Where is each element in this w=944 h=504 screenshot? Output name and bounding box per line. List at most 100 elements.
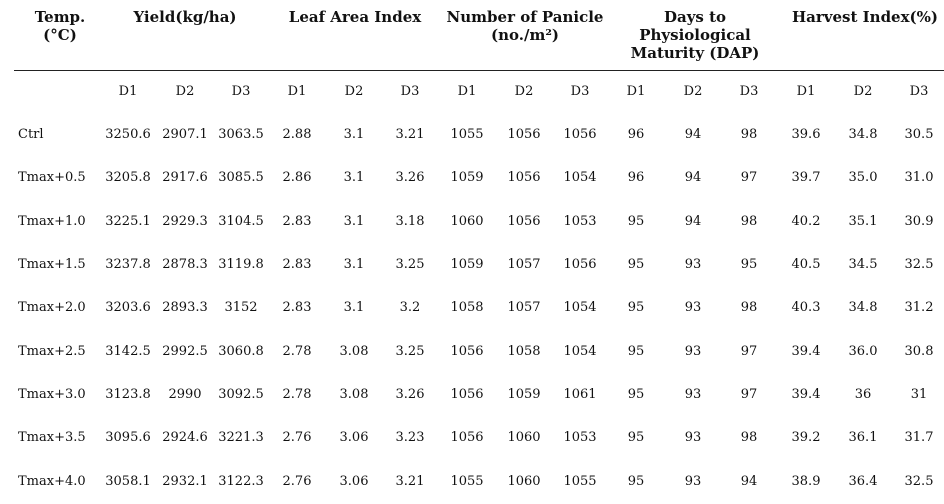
table-cell: 95	[719, 257, 779, 272]
table-cell: 3.26	[380, 387, 440, 402]
table-cell: 3142.5	[98, 344, 158, 359]
table-cell: 98	[719, 300, 779, 315]
header-days-line-1: Days to	[615, 8, 775, 26]
table-cell: 3.23	[380, 430, 440, 445]
table-cell: 3.1	[324, 170, 384, 185]
table-cell: 34.8	[833, 127, 893, 142]
subheader-d2-10: D2	[668, 84, 718, 99]
header-leaf-area-index: Leaf Area Index	[270, 8, 440, 26]
table-cell: 94	[663, 170, 723, 185]
table-cell: 1055	[550, 474, 610, 489]
table-cell: 1056	[437, 430, 497, 445]
subheader-d1-12: D1	[781, 84, 831, 99]
table-cell: 93	[663, 474, 723, 489]
table-cell: 40.3	[776, 300, 836, 315]
table-cell: 93	[663, 344, 723, 359]
table-cell: 31.0	[889, 170, 944, 185]
table-cell: 1054	[550, 300, 610, 315]
table-cell: 39.7	[776, 170, 836, 185]
table-cell: 3.08	[324, 387, 384, 402]
table-cell: 39.6	[776, 127, 836, 142]
table-cell: 95	[606, 257, 666, 272]
table-cell: 1056	[437, 387, 497, 402]
table-cell: 36.1	[833, 430, 893, 445]
subheader-d1-3: D1	[272, 84, 322, 99]
table-cell: 2.76	[267, 430, 327, 445]
table-cell: 3063.5	[211, 127, 271, 142]
table-cell: 31.2	[889, 300, 944, 315]
subheader-d1-0: D1	[103, 84, 153, 99]
table-cell: 30.8	[889, 344, 944, 359]
table-cell: 2992.5	[155, 344, 215, 359]
table-cell: 34.5	[833, 257, 893, 272]
row-label: Tmax+0.5	[18, 170, 86, 185]
table-cell: 96	[606, 170, 666, 185]
header-harvest-index: Harvest Index(%)	[790, 8, 940, 26]
table-cell: 3152	[211, 300, 271, 315]
table-cell: 36	[833, 387, 893, 402]
table-cell: 2.83	[267, 214, 327, 229]
table-cell: 3092.5	[211, 387, 271, 402]
table-cell: 35.1	[833, 214, 893, 229]
table-cell: 35.0	[833, 170, 893, 185]
table-cell: 1053	[550, 430, 610, 445]
table-cell: 2990	[155, 387, 215, 402]
table-cell: 1059	[437, 170, 497, 185]
table-cell: 1053	[550, 214, 610, 229]
table-cell: 1059	[437, 257, 497, 272]
table-cell: 1056	[437, 344, 497, 359]
subheader-d3-14: D3	[894, 84, 944, 99]
table-cell: 2.76	[267, 474, 327, 489]
table-cell: 93	[663, 300, 723, 315]
table-cell: 98	[719, 430, 779, 445]
table-cell: 2924.6	[155, 430, 215, 445]
table-cell: 39.2	[776, 430, 836, 445]
subheader-d2-4: D2	[329, 84, 379, 99]
table-cell: 32.5	[889, 257, 944, 272]
table-cell: 1059	[494, 387, 554, 402]
table-cell: 2.83	[267, 257, 327, 272]
table-cell: 2878.3	[155, 257, 215, 272]
table-cell: 2.78	[267, 344, 327, 359]
row-label: Ctrl	[18, 127, 44, 142]
table-cell: 3.1	[324, 257, 384, 272]
table-cell: 98	[719, 127, 779, 142]
table-cell: 3225.1	[98, 214, 158, 229]
table-cell: 95	[606, 387, 666, 402]
row-label: Tmax+1.0	[18, 214, 86, 229]
table-cell: 1060	[437, 214, 497, 229]
table-cell: 38.9	[776, 474, 836, 489]
table-cell: 30.9	[889, 214, 944, 229]
table-cell: 1058	[494, 344, 554, 359]
table-cell: 95	[606, 300, 666, 315]
table-cell: 1058	[437, 300, 497, 315]
table-cell: 1061	[550, 387, 610, 402]
table-cell: 1056	[494, 214, 554, 229]
header-days-line-3: Maturity (DAP)	[615, 44, 775, 62]
table-cell: 1055	[437, 474, 497, 489]
table-cell: 2907.1	[155, 127, 215, 142]
table-cell: 1055	[437, 127, 497, 142]
table-cell: 2.78	[267, 387, 327, 402]
table-cell: 3.25	[380, 344, 440, 359]
subheader-d2-7: D2	[499, 84, 549, 99]
header-temp-line-1: Temp.	[20, 8, 100, 26]
table-cell: 3.06	[324, 430, 384, 445]
table-cell: 97	[719, 387, 779, 402]
header-rule	[14, 70, 944, 71]
table-cell: 3060.8	[211, 344, 271, 359]
table-cell: 1060	[494, 474, 554, 489]
table-cell: 3122.3	[211, 474, 271, 489]
table-cell: 3104.5	[211, 214, 271, 229]
table-cell: 1056	[494, 127, 554, 142]
subheader-d2-1: D2	[160, 84, 210, 99]
table-cell: 3237.8	[98, 257, 158, 272]
table-cell: 2929.3	[155, 214, 215, 229]
table-cell: 2932.1	[155, 474, 215, 489]
table-cell: 32.5	[889, 474, 944, 489]
subheader-d3-11: D3	[724, 84, 774, 99]
table-cell: 1056	[494, 170, 554, 185]
table-cell: 94	[719, 474, 779, 489]
subheader-d3-8: D3	[555, 84, 605, 99]
